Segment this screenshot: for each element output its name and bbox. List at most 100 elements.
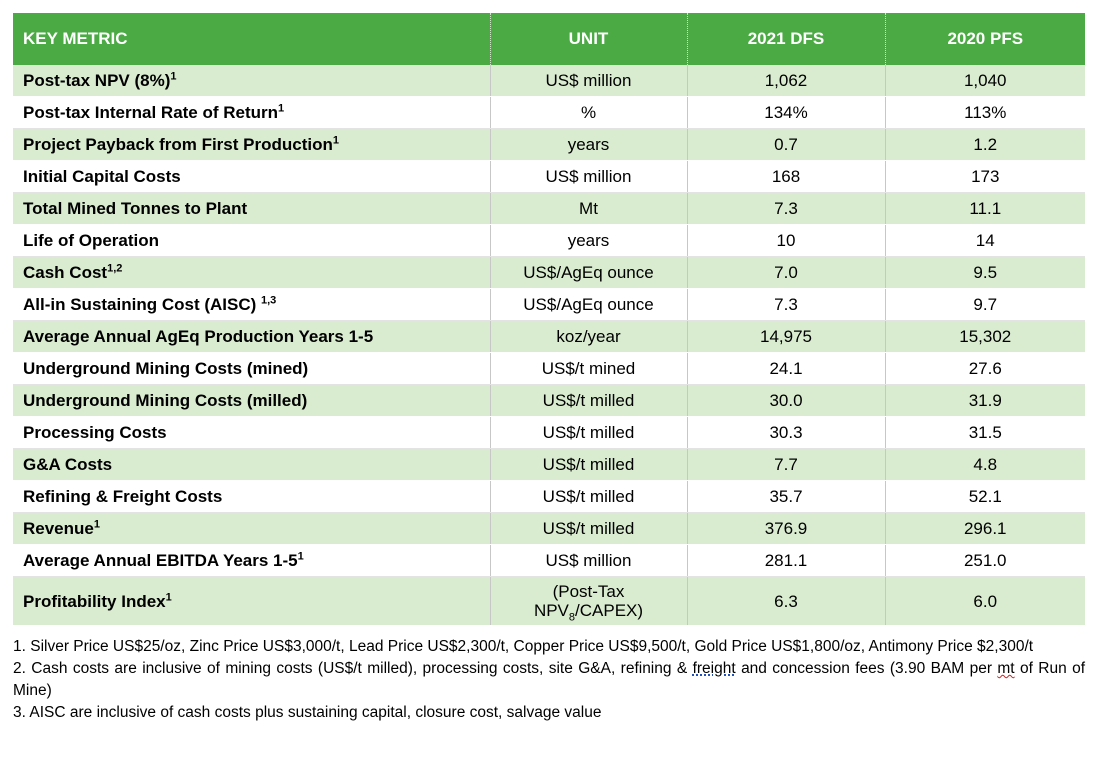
unit-cell: years bbox=[490, 128, 688, 161]
metric-label: Cash Cost bbox=[23, 263, 108, 282]
footnote-2-mt: mt bbox=[997, 660, 1015, 677]
metric-cell: Initial Capital Costs bbox=[13, 160, 491, 193]
unit-cell: US$ million bbox=[490, 160, 688, 193]
metric-cell: Profitability Index1 bbox=[13, 576, 491, 626]
metric-cell: Underground Mining Costs (milled) bbox=[13, 384, 491, 417]
pfs-2020-cell: 15,302 bbox=[885, 320, 1085, 353]
pfs-2020-cell: 9.7 bbox=[885, 288, 1085, 321]
metric-label: Revenue bbox=[23, 519, 94, 538]
dfs-2021-cell: 35.7 bbox=[687, 480, 886, 513]
header-2020-pfs: 2020 PFS bbox=[885, 13, 1085, 65]
dfs-2021-cell: 281.1 bbox=[687, 544, 886, 577]
footnote-2-text-b: and concession fees (3.90 BAM per bbox=[735, 660, 998, 677]
table-row: Project Payback from First Production1 ye… bbox=[13, 128, 1085, 161]
footnote-2-freight: freight bbox=[692, 660, 736, 677]
footnote-2: 2. Cash costs are inclusive of mining co… bbox=[13, 658, 1085, 702]
table-row: Underground Mining Costs (mined) US$/t mi… bbox=[13, 352, 1085, 385]
table-row-profitability-index: Profitability Index1 (Post-Tax NPV8/CAPEX)… bbox=[13, 576, 1085, 626]
dfs-2021-cell: 7.3 bbox=[687, 192, 886, 225]
dfs-2021-cell: 134% bbox=[687, 96, 886, 129]
footnote-2-text-a: 2. Cash costs are inclusive of mining co… bbox=[13, 660, 693, 677]
footnote-ref: 1,3 bbox=[261, 294, 277, 307]
pfs-2020-cell: 4.8 bbox=[885, 448, 1085, 481]
metric-cell: Average Annual EBITDA Years 1-51 bbox=[13, 544, 491, 577]
table-row: Cash Cost1,2 US$/AgEq ounce 7.0 9.5 bbox=[13, 256, 1085, 289]
metric-cell: Post-tax Internal Rate of Return1 bbox=[13, 96, 491, 129]
table-row: Total Mined Tonnes to Plant Mt 7.3 11.1 bbox=[13, 192, 1085, 225]
metric-label: Project Payback from First Production bbox=[23, 135, 333, 154]
table-row: Processing Costs US$/t milled 30.3 31.5 bbox=[13, 416, 1085, 449]
unit-line-2-sub: 8 bbox=[568, 611, 576, 624]
footnotes: 1. Silver Price US$25/oz, Zinc Price US$… bbox=[13, 636, 1085, 724]
table-body: Post-tax NPV (8%)1 US$ million 1,062 1,040 P… bbox=[13, 65, 1085, 626]
table-row: G&A Costs US$/t milled 7.7 4.8 bbox=[13, 448, 1085, 481]
pfs-2020-cell: 11.1 bbox=[885, 192, 1085, 225]
dfs-2021-cell: 7.3 bbox=[687, 288, 886, 321]
metric-label: Average Annual EBITDA Years 1-5 bbox=[23, 551, 298, 570]
pfs-2020-cell: 296.1 bbox=[885, 512, 1085, 545]
unit-cell: US$/AgEq ounce bbox=[490, 256, 688, 289]
metric-label: Life of Operation bbox=[23, 231, 159, 250]
unit-cell: US$ million bbox=[490, 544, 688, 577]
footnote-2-text-c: of Run of Mine) bbox=[13, 660, 1085, 699]
table-row: Underground Mining Costs (milled) US$/t m… bbox=[13, 384, 1085, 417]
metric-cell: Post-tax NPV (8%)1 bbox=[13, 65, 491, 97]
pfs-2020-cell: 9.5 bbox=[885, 256, 1085, 289]
table-row: Initial Capital Costs US$ million 168 173 bbox=[13, 160, 1085, 193]
unit-cell: US$/t milled bbox=[490, 416, 688, 449]
footnote-ref: 1 bbox=[165, 590, 172, 603]
pfs-2020-cell: 31.5 bbox=[885, 416, 1085, 449]
table-row: All-in Sustaining Cost (AISC) 1,3 US$/AgE… bbox=[13, 288, 1085, 321]
dfs-2021-cell: 7.0 bbox=[687, 256, 886, 289]
unit-cell: % bbox=[490, 96, 688, 129]
dfs-2021-cell: 24.1 bbox=[687, 352, 886, 385]
header-unit: UNIT bbox=[490, 13, 688, 65]
unit-cell: US$/t mined bbox=[490, 352, 688, 385]
dfs-2021-cell: 10 bbox=[687, 224, 886, 257]
unit-cell: (Post-Tax NPV8/CAPEX) bbox=[490, 576, 688, 626]
metric-cell: Average Annual AgEq Production Years 1-5 bbox=[13, 320, 491, 353]
metric-cell: Refining & Freight Costs bbox=[13, 480, 491, 513]
metric-cell: Revenue1 bbox=[13, 512, 491, 545]
dfs-2021-cell: 168 bbox=[687, 160, 886, 193]
pfs-2020-cell: 251.0 bbox=[885, 544, 1085, 577]
metric-label: Processing Costs bbox=[23, 423, 167, 442]
pfs-2020-cell: 27.6 bbox=[885, 352, 1085, 385]
metric-cell: Processing Costs bbox=[13, 416, 491, 449]
table-row: Post-tax NPV (8%)1 US$ million 1,062 1,040 bbox=[13, 65, 1085, 97]
metric-label: Average Annual AgEq Production Years 1-5 bbox=[23, 327, 374, 346]
metric-label: Initial Capital Costs bbox=[23, 167, 181, 186]
footnote-ref: 1 bbox=[170, 70, 177, 83]
pfs-2020-cell: 52.1 bbox=[885, 480, 1085, 513]
unit-cell: US$/t milled bbox=[490, 384, 688, 417]
metric-label: Post-tax NPV (8%) bbox=[23, 71, 171, 90]
metric-label: Underground Mining Costs (mined) bbox=[23, 359, 309, 378]
key-metrics-table: KEY METRIC UNIT 2021 DFS 2020 PFS Post-t… bbox=[13, 13, 1085, 626]
table-header: KEY METRIC UNIT 2021 DFS 2020 PFS bbox=[13, 13, 1085, 65]
metric-cell: Cash Cost1,2 bbox=[13, 256, 491, 289]
pfs-2020-cell: 6.0 bbox=[885, 576, 1085, 626]
metric-label: Post-tax Internal Rate of Return bbox=[23, 103, 279, 122]
unit-line-2-pre: NPV bbox=[533, 601, 569, 620]
footnote-3: 3. AISC are inclusive of cash costs plus… bbox=[13, 704, 602, 721]
pfs-2020-cell: 14 bbox=[885, 224, 1085, 257]
key-metrics-table-container: KEY METRIC UNIT 2021 DFS 2020 PFS Post-t… bbox=[13, 13, 1085, 626]
table-row: Refining & Freight Costs US$/t milled 35.7… bbox=[13, 480, 1085, 513]
footnote-ref: 1 bbox=[297, 550, 304, 563]
unit-cell: koz/year bbox=[490, 320, 688, 353]
metric-cell: All-in Sustaining Cost (AISC) 1,3 bbox=[13, 288, 491, 321]
unit-cell: US$/t milled bbox=[490, 448, 688, 481]
metric-cell: Total Mined Tonnes to Plant bbox=[13, 192, 491, 225]
unit-cell: US$/t milled bbox=[490, 512, 688, 545]
pfs-2020-cell: 113% bbox=[885, 96, 1085, 129]
dfs-2021-cell: 14,975 bbox=[687, 320, 886, 353]
metric-label: All-in Sustaining Cost (AISC) bbox=[23, 295, 261, 314]
dfs-2021-cell: 7.7 bbox=[687, 448, 886, 481]
header-row: KEY METRIC UNIT 2021 DFS 2020 PFS bbox=[13, 13, 1085, 65]
metric-label: Profitability Index bbox=[23, 591, 166, 611]
footnote-ref: 1 bbox=[278, 102, 285, 115]
unit-cell: US$ million bbox=[490, 65, 688, 97]
dfs-2021-cell: 0.7 bbox=[687, 128, 886, 161]
metric-cell: Project Payback from First Production1 bbox=[13, 128, 491, 161]
metric-label: G&A Costs bbox=[23, 455, 113, 474]
